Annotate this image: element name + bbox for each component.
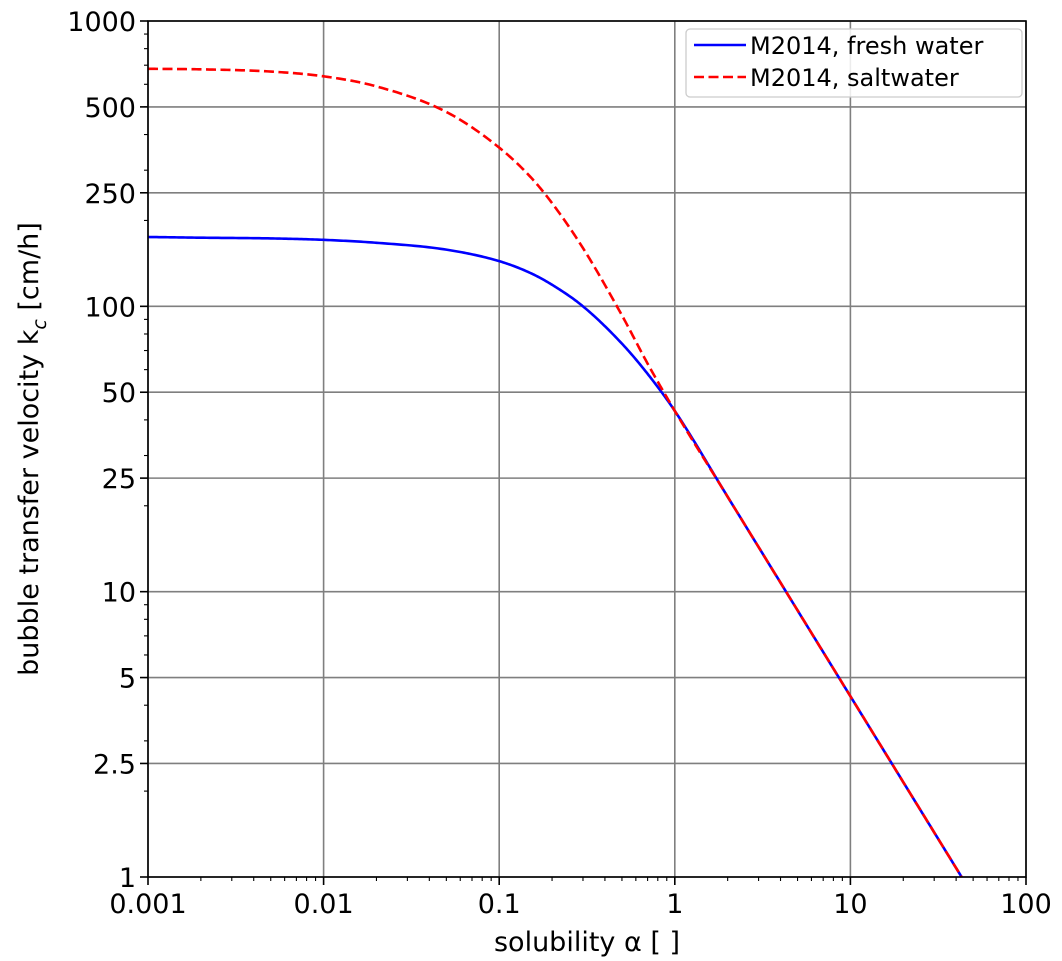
legend: M2014, fresh water M2014, saltwater [685,28,1023,98]
x-axis-label: solubility α [ ] [494,927,680,958]
y-tick-label: 100 [84,292,136,323]
x-tick-label: 100 [1000,889,1052,920]
y-tick-label: 2.5 [93,749,136,780]
legend-box [685,28,1023,98]
legend-label: M2014, fresh water [750,32,983,60]
x-tick-label: 0.01 [294,889,354,920]
y-tick-label: 1000 [67,7,136,38]
x-tick-label: 0.1 [478,889,521,920]
y-tick-label: 50 [102,378,136,409]
y-tick-labels: 1 2.5 5 10 25 50 100 250 500 1000 [67,7,136,894]
y-axis-label-unit: [cm/h] [14,222,45,319]
legend-label: M2014, saltwater [750,64,959,92]
x-tick-label: 0.001 [109,889,186,920]
x-tick-label: 10 [833,889,867,920]
major-ticks [140,20,1027,885]
y-tick-label: 5 [119,664,136,695]
y-tick-label: 10 [102,578,136,609]
plot-frame [147,20,1027,878]
y-axis-label-subscript: c [29,319,51,330]
y-tick-label: 25 [102,464,136,495]
x-tick-label: 1 [666,889,683,920]
series-lines [147,67,963,878]
y-tick-label: 1 [119,863,136,894]
minor-ticks [144,33,1019,881]
y-tick-label: 500 [84,93,136,124]
y-axis-label: bubble transfer velocity kc [cm/h] [14,222,51,676]
y-axis-label-main: bubble transfer velocity k [14,329,45,676]
series-line-saltwater [147,67,963,878]
y-tick-label: 250 [84,179,136,210]
x-tick-labels: 0.001 0.01 0.1 1 10 100 [109,889,1051,920]
